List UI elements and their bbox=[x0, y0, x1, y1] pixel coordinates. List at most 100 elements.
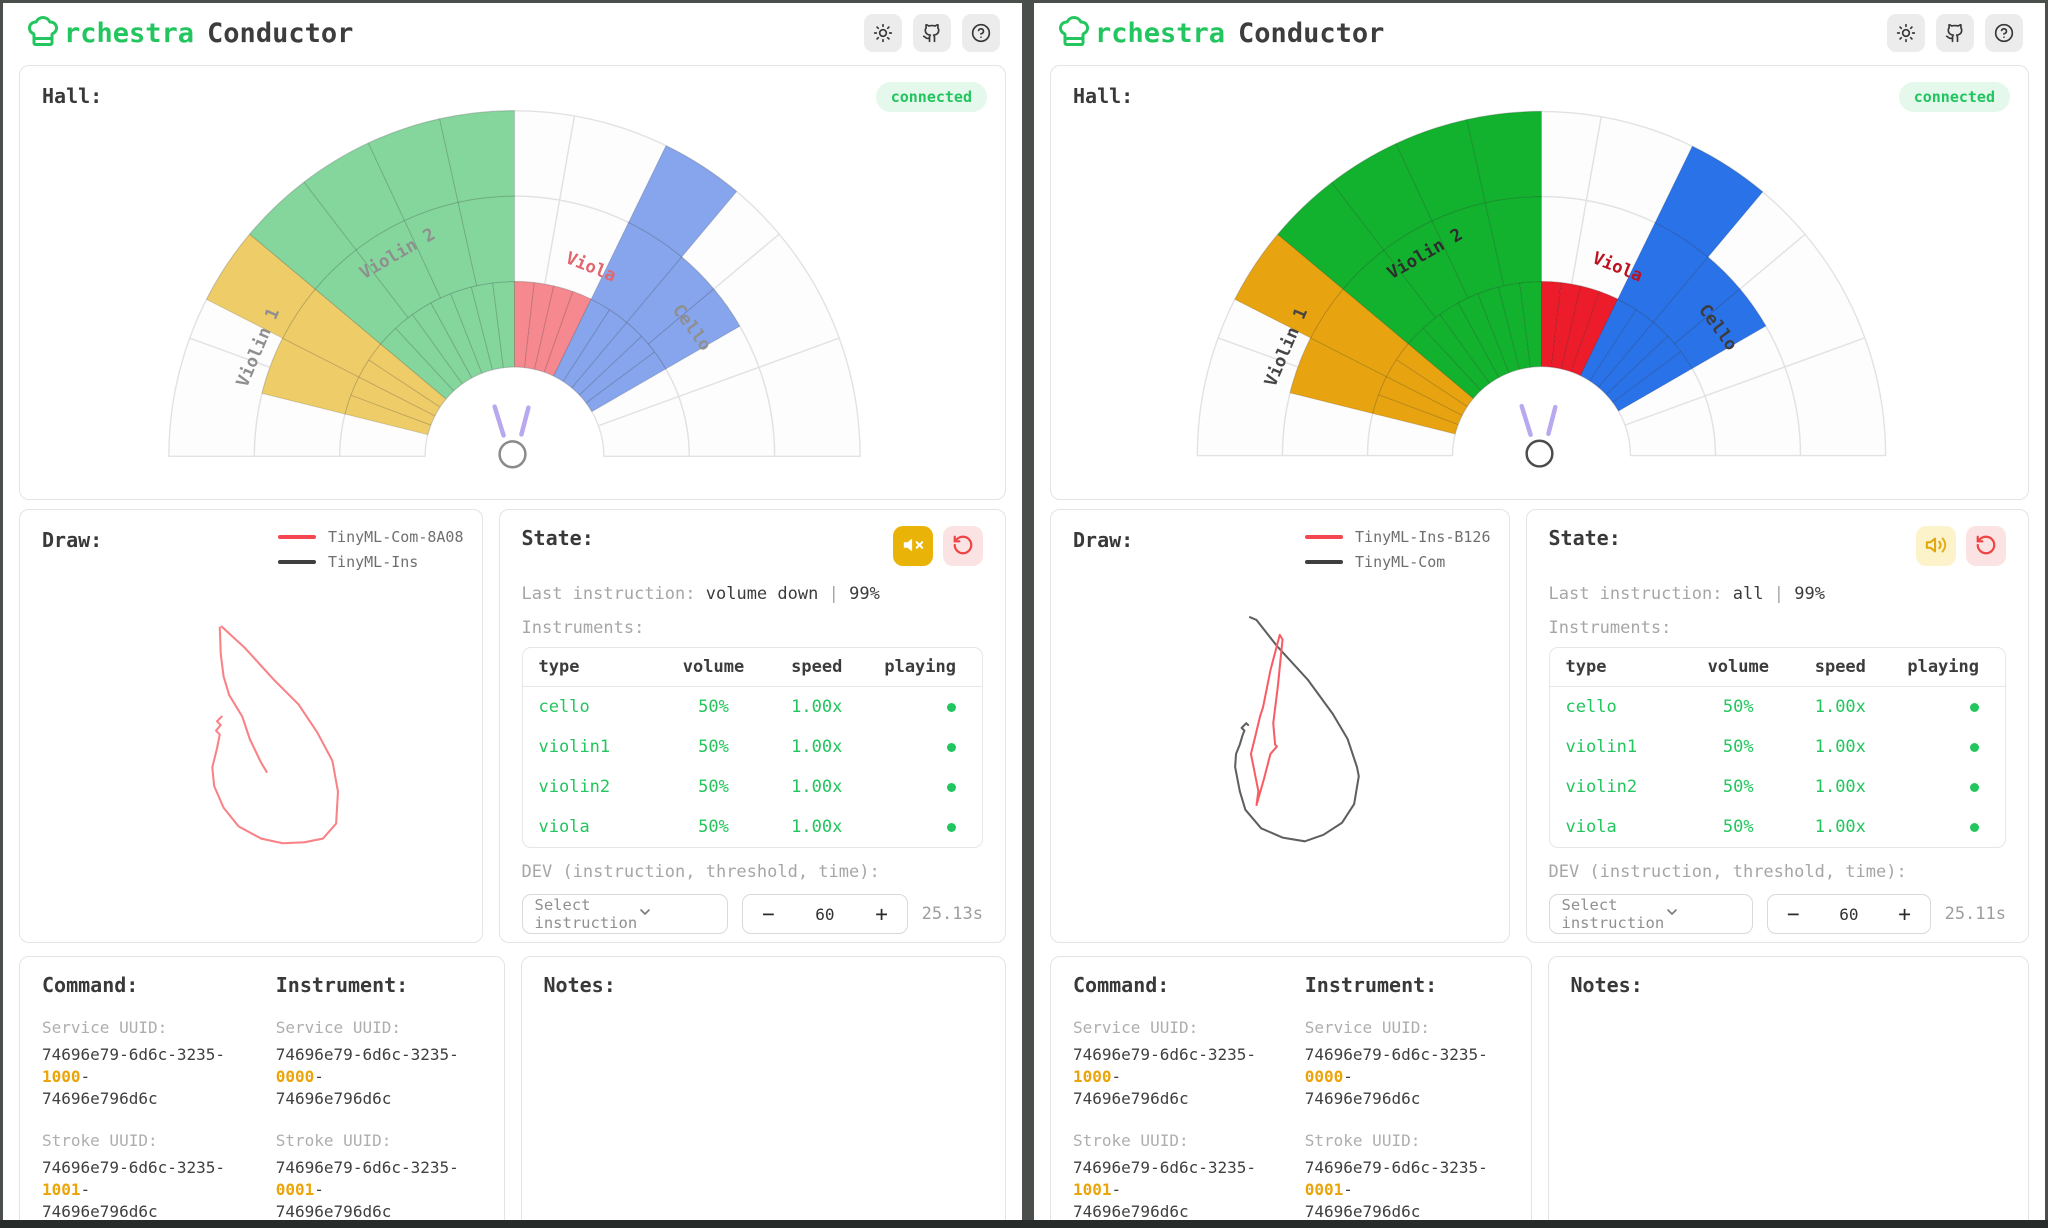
hall-title: Hall: bbox=[42, 84, 103, 108]
instruction-select[interactable]: Select instruction bbox=[521, 894, 729, 934]
table-cell-speed: 1.00x bbox=[791, 697, 843, 717]
theme-toggle-button[interactable] bbox=[864, 14, 902, 52]
app-header: rchestra Conductor bbox=[1034, 3, 2045, 63]
increment-button[interactable]: + bbox=[1898, 902, 1911, 926]
hall-title: Hall: bbox=[1073, 84, 1134, 108]
legend-label: TinyML-Com bbox=[1355, 553, 1446, 571]
last-instruction-value: all bbox=[1732, 584, 1764, 604]
uuid-value: 74696e79-6d6c-3235-0001- 74696e796d6c bbox=[275, 1158, 459, 1220]
uuid-label: Service UUID: bbox=[275, 1018, 401, 1037]
draw-panel: Draw: TinyML-Ins-B126 TinyML-Com bbox=[1050, 509, 1510, 943]
legend-label: TinyML-Com-8A08 bbox=[328, 528, 464, 546]
sun-icon bbox=[873, 23, 893, 43]
mute-toggle-button[interactable] bbox=[893, 526, 933, 566]
legend-label: TinyML-Ins-B126 bbox=[1355, 528, 1491, 546]
legend-item: TinyML-Ins-B126 bbox=[1305, 528, 1491, 546]
command-title: Command: bbox=[42, 973, 139, 997]
legend-line-swatch bbox=[1305, 535, 1344, 539]
help-icon bbox=[1994, 23, 2014, 43]
notes-title: Notes: bbox=[543, 973, 616, 997]
table-cell-type: violin1 bbox=[538, 737, 611, 757]
draw-title: Draw: bbox=[1073, 528, 1134, 552]
uuid-value: 74696e79-6d6c-3235-1000- 74696e796d6c bbox=[42, 1045, 226, 1109]
uuid-value: 74696e79-6d6c-3235-0000- 74696e796d6c bbox=[1304, 1045, 1488, 1109]
chef-hat-icon bbox=[1056, 13, 1095, 53]
table-cell-speed: 1.00x bbox=[1814, 697, 1866, 717]
uuid-label: Stroke UUID: bbox=[275, 1131, 392, 1151]
playing-dot bbox=[1970, 822, 1979, 832]
table-cell-playing bbox=[1891, 727, 2005, 767]
table-cell-playing bbox=[868, 807, 982, 847]
sun-icon bbox=[1896, 23, 1916, 43]
instruction-select[interactable]: Select instruction bbox=[1548, 894, 1754, 934]
threshold-stepper: − 60 + bbox=[1767, 894, 1931, 934]
reset-button[interactable] bbox=[943, 526, 983, 566]
instruments-table: type volume speed playing cello 50% 1.00… bbox=[521, 647, 983, 848]
chevron-down-icon bbox=[637, 904, 715, 924]
increment-button[interactable]: + bbox=[875, 902, 888, 926]
github-button[interactable] bbox=[913, 14, 951, 52]
draw-legend: TinyML-Ins-B126 TinyML-Com bbox=[1305, 528, 1491, 571]
chef-hat-icon bbox=[25, 13, 64, 53]
select-placeholder: Select instruction bbox=[1561, 896, 1665, 932]
playing-dot bbox=[1970, 742, 1979, 752]
col-header-type: type bbox=[522, 648, 662, 687]
draw-canvas[interactable] bbox=[20, 510, 482, 942]
table-cell-type: viola bbox=[538, 817, 590, 837]
legend-item: TinyML-Ins bbox=[278, 553, 463, 571]
mute-toggle-button[interactable] bbox=[1916, 526, 1956, 566]
draw-canvas[interactable] bbox=[1051, 510, 1509, 942]
last-instruction-value: volume down bbox=[705, 584, 819, 604]
hall-panel: Hall: connected Violin 1 Violin 2 Viola Cel… bbox=[1050, 65, 2029, 500]
timer-value: 25.11s bbox=[1944, 904, 2006, 924]
help-button[interactable] bbox=[962, 14, 1000, 52]
col-header-volume: volume bbox=[661, 648, 766, 687]
legend-line-swatch bbox=[278, 560, 317, 564]
app-logo: rchestra Conductor bbox=[1056, 13, 1384, 53]
uuids-panel: Command: Service UUID: 74696e79-6d6c-323… bbox=[1050, 956, 1532, 1220]
confidence-value: 99% bbox=[1794, 584, 1825, 604]
table-cell-speed: 1.00x bbox=[1814, 817, 1866, 837]
threshold-value: 60 bbox=[815, 904, 835, 924]
decrement-button[interactable]: − bbox=[761, 902, 775, 926]
table-cell-type: viola bbox=[1565, 817, 1617, 837]
instrument-title: Instrument: bbox=[1304, 973, 1438, 997]
playing-dot bbox=[947, 702, 956, 712]
table-cell-type: cello bbox=[538, 697, 590, 717]
decrement-button[interactable]: − bbox=[1786, 902, 1800, 926]
volume-muted-icon bbox=[902, 534, 924, 559]
col-header-playing: playing bbox=[1891, 648, 2005, 687]
table-cell-volume: 50% bbox=[1722, 697, 1754, 717]
table-cell-type: violin2 bbox=[538, 777, 611, 797]
table-cell-volume: 50% bbox=[698, 697, 729, 717]
notes-panel: Notes: bbox=[520, 956, 1006, 1220]
table-cell-volume: 50% bbox=[698, 817, 729, 837]
threshold-value: 60 bbox=[1839, 904, 1859, 924]
uuid-label: Service UUID: bbox=[1304, 1018, 1430, 1037]
table-cell-speed: 1.00x bbox=[1814, 777, 1866, 797]
col-header-playing: playing bbox=[868, 648, 982, 687]
theme-toggle-button[interactable] bbox=[1887, 14, 1925, 52]
col-header-type: type bbox=[1549, 648, 1688, 687]
help-button[interactable] bbox=[1985, 14, 2023, 52]
instrument-title: Instrument: bbox=[275, 973, 409, 997]
table-cell-playing bbox=[868, 727, 982, 767]
col-header-speed: speed bbox=[765, 648, 869, 687]
github-icon bbox=[1945, 23, 1965, 43]
legend-line-swatch bbox=[1305, 560, 1344, 564]
table-cell-speed: 1.00x bbox=[1814, 737, 1866, 757]
playing-dot bbox=[947, 782, 956, 792]
last-instruction-label: Last instruction: bbox=[1548, 584, 1723, 604]
draw-legend: TinyML-Com-8A08 TinyML-Ins bbox=[278, 528, 464, 571]
uuid-value: 74696e79-6d6c-3235-1001- 74696e796d6c bbox=[1073, 1158, 1257, 1220]
table-cell-volume: 50% bbox=[1722, 777, 1754, 797]
dev-label: DEV (instruction, threshold, time): bbox=[1548, 862, 1907, 882]
reset-button[interactable] bbox=[1966, 526, 2006, 566]
table-cell-playing bbox=[1891, 807, 2005, 847]
threshold-stepper: − 60 + bbox=[742, 894, 908, 934]
playing-dot bbox=[947, 742, 956, 752]
table-cell-playing bbox=[868, 767, 982, 807]
github-button[interactable] bbox=[1936, 14, 1974, 52]
